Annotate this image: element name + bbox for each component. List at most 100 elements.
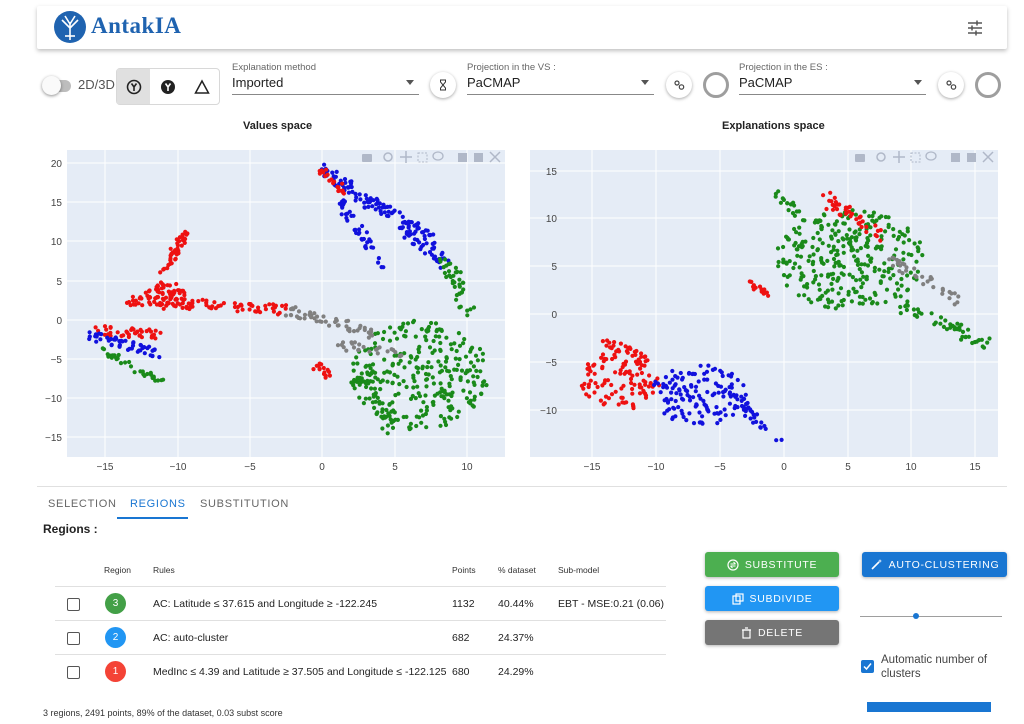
- scatter-point: [741, 407, 747, 412]
- col-points[interactable]: Points: [452, 565, 476, 575]
- scatter-point: [914, 259, 919, 264]
- scatter-point: [169, 251, 174, 256]
- zoom-in-icon: [458, 153, 467, 162]
- scatter-point: [861, 274, 866, 279]
- scatter-point: [383, 415, 388, 420]
- scatter-point: [386, 411, 391, 416]
- tick-label: −15: [97, 462, 114, 473]
- col-region[interactable]: Region: [104, 565, 131, 575]
- vs-projection-value[interactable]: PaCMAP: [467, 75, 521, 90]
- mode-b-button[interactable]: [151, 69, 184, 104]
- scatter-point: [819, 225, 825, 230]
- scatter-point: [810, 244, 815, 250]
- scatter-point: [423, 228, 428, 233]
- col-pct-dataset[interactable]: % dataset: [498, 565, 536, 575]
- scatter-point: [853, 212, 859, 217]
- scatter-point: [776, 189, 781, 194]
- scatter-point: [361, 344, 366, 350]
- scatter-point: [661, 382, 666, 387]
- plot-mode-group: [116, 68, 220, 105]
- chevron-down-icon[interactable]: [914, 80, 922, 85]
- tick-label: −10: [45, 394, 62, 405]
- scatter-point: [440, 250, 445, 255]
- explanation-method-underline: [232, 94, 419, 95]
- scatter-point: [743, 392, 748, 397]
- col-submodel[interactable]: Sub-model: [558, 565, 600, 575]
- scatter-point: [207, 305, 213, 310]
- scatter-point: [354, 195, 359, 200]
- scatter-point: [442, 257, 448, 262]
- scatter-point: [586, 384, 591, 390]
- scatter-point: [891, 233, 896, 238]
- tick-label: 5: [551, 262, 557, 273]
- scatter-point: [424, 425, 429, 430]
- scatter-point: [378, 379, 383, 385]
- vs-modebar[interactable]: [362, 151, 501, 163]
- es-plot-area[interactable]: [530, 150, 998, 457]
- mode-c-button[interactable]: [185, 69, 218, 104]
- scatter-point: [650, 390, 656, 395]
- chevron-down-icon[interactable]: [641, 80, 649, 85]
- scatter-point: [443, 419, 448, 424]
- col-rules[interactable]: Rules: [153, 565, 175, 575]
- dim-switch-thumb[interactable]: [42, 76, 61, 95]
- delete-button[interactable]: DELETE: [705, 620, 839, 645]
- scatter-point: [907, 238, 912, 243]
- tab-selection[interactable]: SELECTION: [48, 498, 117, 510]
- scatter-point: [792, 243, 797, 248]
- scatter-point: [634, 348, 639, 354]
- substitute-button[interactable]: SUBSTITUTE: [705, 552, 839, 577]
- subdivide-button[interactable]: SUBDIVIDE: [705, 586, 839, 611]
- es-projection-value[interactable]: PaCMAP: [739, 75, 793, 90]
- scatter-point: [411, 318, 417, 323]
- zoom-out-icon: [474, 153, 483, 162]
- scatter-point: [807, 254, 812, 259]
- scatter-point: [424, 405, 429, 410]
- scatter-point: [480, 383, 485, 388]
- scatter-point: [422, 251, 428, 256]
- scatter-point: [911, 307, 917, 312]
- scatter-point: [369, 386, 374, 391]
- scatter-point: [118, 361, 124, 366]
- scatter-point: [727, 401, 733, 406]
- es-points[interactable]: [579, 189, 992, 443]
- scatter-point: [636, 357, 641, 362]
- tab-substitution[interactable]: SUBSTITUTION: [200, 498, 290, 510]
- row-checkbox[interactable]: [67, 598, 80, 611]
- scatter-point: [390, 425, 396, 430]
- clusters-slider-thumb[interactable]: [913, 613, 919, 619]
- scatter-point: [826, 222, 831, 227]
- scatter-point: [450, 278, 455, 284]
- scatter-point: [439, 368, 445, 373]
- scatter-point: [283, 306, 288, 311]
- tick-label: −5: [51, 355, 63, 366]
- scatter-point: [123, 360, 128, 365]
- vs-settings-button[interactable]: [666, 72, 692, 98]
- run-button-partial[interactable]: [867, 702, 991, 712]
- trash-icon: [741, 626, 751, 639]
- scatter-point: [948, 322, 953, 327]
- autoscale-icon: [489, 151, 501, 163]
- clusters-slider-track[interactable]: [860, 616, 1002, 617]
- tab-regions[interactable]: REGIONS: [130, 498, 186, 510]
- sliders-icon[interactable]: [965, 18, 985, 38]
- explanation-method-value[interactable]: Imported: [232, 75, 284, 90]
- scatter-plots[interactable]: −15 −10 −5 0 5 10 20 15 10 5 0 −5 −10 −1…: [0, 140, 1024, 475]
- scatter-point: [438, 423, 443, 428]
- scatter-point: [874, 218, 879, 223]
- vs-points[interactable]: [87, 162, 489, 436]
- chevron-down-icon[interactable]: [406, 80, 414, 85]
- scatter-point: [856, 221, 861, 226]
- row-checkbox[interactable]: [67, 632, 80, 645]
- scatter-point: [263, 307, 268, 312]
- row-checkbox[interactable]: [67, 666, 80, 679]
- scatter-point: [412, 231, 417, 236]
- mode-a-button[interactable]: [117, 69, 150, 104]
- auto-clustering-button[interactable]: AUTO-CLUSTERING: [862, 552, 1007, 577]
- es-settings-button[interactable]: [938, 72, 964, 98]
- scatter-point: [465, 308, 470, 313]
- hourglass-button[interactable]: [430, 72, 456, 98]
- es-modebar[interactable]: [855, 151, 994, 163]
- scatter-point: [940, 288, 946, 293]
- auto-clusters-checkbox[interactable]: [861, 660, 874, 673]
